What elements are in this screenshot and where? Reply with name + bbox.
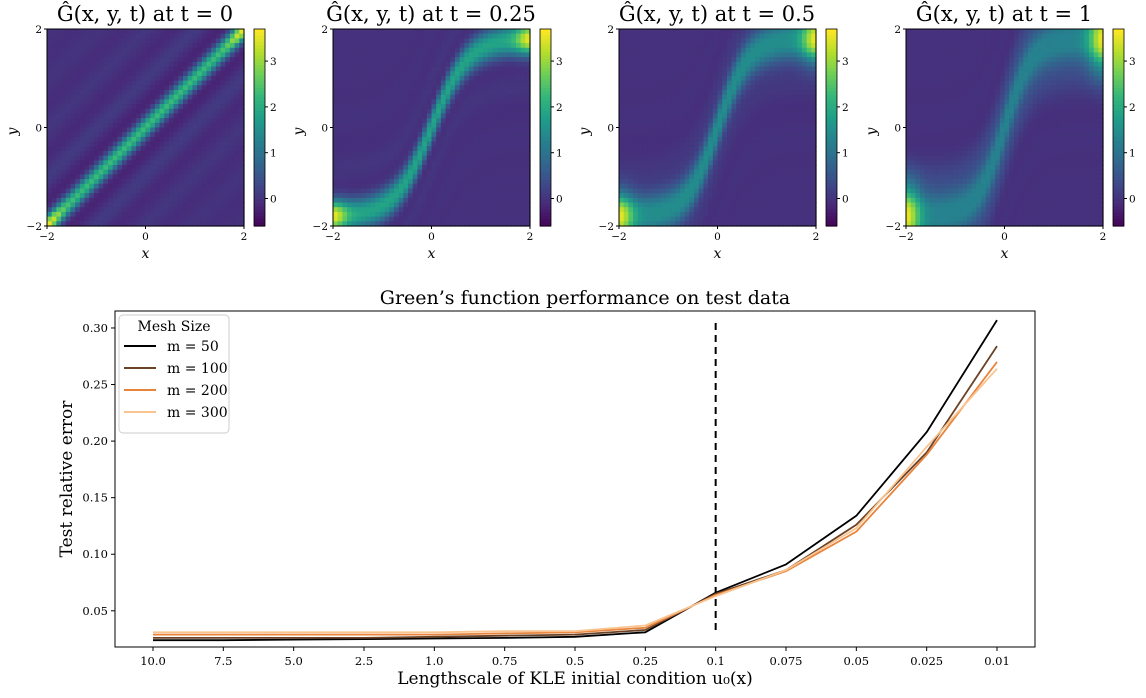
colorbar: 0 1 2 3 [254, 29, 277, 227]
series-line [153, 320, 997, 640]
heatmap-row: Ĝ(x, y, t) at t = 0 −2 0 2 −2 0 2 x y 0 1 2 3 Ĝ(x, y,… [5, 1, 1136, 262]
colorbar-tick-label: 1 [270, 148, 277, 160]
x-axis-ticks: 10.0 7.5 5.0 2.5 1.0 0.75 0.5 0.25 0.1 0.075 0.05 0… [140, 647, 1010, 668]
x-tick-label: 2 [527, 231, 534, 243]
x-axis-label: x [428, 246, 436, 262]
panel-title: Ĝ(x, y, t) at t = 1 [916, 1, 1092, 26]
colorbar-tick-label: 0 [842, 194, 849, 206]
colorbar-tick-label: 2 [1129, 102, 1136, 114]
colorbar-tick-label: 2 [270, 102, 277, 114]
x-tick-label: 2 [1100, 231, 1107, 243]
y-tick-label: 2 [894, 24, 901, 36]
x-tick-label: 0 [428, 231, 435, 243]
y-tick-label: 0 [35, 123, 42, 135]
colorbar: 0 1 2 3 [540, 29, 563, 227]
legend-label: m = 300 [167, 405, 228, 421]
y-axis-label: y [291, 126, 307, 136]
y-axis-label: Test relative error [57, 400, 77, 558]
x-tick-label: 1.0 [425, 654, 443, 668]
y-tick-label: −2 [886, 221, 901, 233]
x-tick-label: 0.5 [566, 654, 584, 668]
heatmap-cells [333, 29, 531, 227]
x-tick-label: 0.05 [844, 654, 870, 668]
panel-title: Ĝ(x, y, t) at t = 0 [57, 1, 233, 26]
y-tick-label: 0.20 [82, 434, 108, 448]
y-axis-label: y [864, 126, 880, 136]
series-lines [153, 320, 997, 640]
colorbar-tick-label: 3 [270, 56, 277, 68]
y-tick-label: 0.15 [82, 491, 108, 505]
heatmap-cells [906, 29, 1104, 227]
x-tick-label: 0 [142, 231, 149, 243]
y-tick-label: 0 [321, 123, 328, 135]
x-tick-label: 10.0 [140, 654, 166, 668]
x-axis-label: x [142, 246, 150, 262]
y-tick-label: 0.30 [82, 321, 108, 335]
x-tick-label: 2 [813, 231, 820, 243]
colorbar-tick-label: 0 [1129, 194, 1136, 206]
x-tick-label: 0.25 [633, 654, 659, 668]
colorbar-tick-label: 1 [1129, 148, 1136, 160]
panel-title: Ĝ(x, y, t) at t = 0.25 [326, 1, 536, 26]
y-tick-label: −2 [313, 221, 328, 233]
x-tick-label: 7.5 [214, 654, 232, 668]
legend-label: m = 200 [167, 383, 228, 399]
x-axis-label: Lengthscale of KLE initial condition u₀(… [397, 669, 753, 689]
legend-title: Mesh Size [137, 319, 210, 335]
x-tick-label: 0.025 [910, 654, 943, 668]
colorbar-tick-label: 3 [842, 56, 849, 68]
y-tick-label: −2 [27, 221, 42, 233]
colorbar-tick-label: 3 [556, 56, 563, 68]
y-axis-label: y [577, 126, 593, 136]
x-tick-label: 0.01 [984, 654, 1010, 668]
heatmap-cells [619, 29, 817, 227]
x-tick-label: 0.1 [707, 654, 725, 668]
legend-label: m = 50 [167, 339, 219, 355]
colorbar-tick-label: 1 [556, 148, 563, 160]
panel-title: Ĝ(x, y, t) at t = 0.5 [619, 1, 815, 26]
y-tick-label: 2 [35, 24, 42, 36]
chart-title: Green’s function performance on test dat… [380, 287, 790, 309]
colorbar-tick-label: 2 [842, 102, 849, 114]
legend: Mesh Size m = 50 m = 100 m = 200 m = 300 [119, 315, 229, 433]
colorbar-tick-label: 0 [556, 194, 563, 206]
heatmap-cells [47, 29, 245, 227]
colorbar: 0 1 2 3 [826, 29, 849, 227]
x-tick-label: 0.075 [770, 654, 803, 668]
y-tick-label: −2 [599, 221, 614, 233]
x-tick-label: 0 [714, 231, 721, 243]
line-chart: Green’s function performance on test dat… [57, 287, 1035, 689]
colorbar: 0 1 2 3 [1113, 29, 1136, 227]
y-tick-label: 0 [607, 123, 614, 135]
y-tick-label: 0.25 [82, 378, 108, 392]
x-axis-label: x [714, 246, 722, 262]
x-axis-label: x [1001, 246, 1009, 262]
series-line [153, 346, 997, 638]
y-tick-label: 0.10 [82, 547, 108, 561]
x-tick-label: 2.5 [355, 654, 373, 668]
x-tick-label: 0 [1001, 231, 1008, 243]
legend-label: m = 100 [167, 361, 228, 377]
y-tick-label: 0.05 [82, 604, 108, 618]
colorbar-tick-label: 2 [556, 102, 563, 114]
colorbar-tick-label: 3 [1129, 56, 1136, 68]
y-tick-label: 2 [321, 24, 328, 36]
colorbar-tick-label: 0 [270, 194, 277, 206]
x-tick-label: 5.0 [285, 654, 303, 668]
y-tick-label: 2 [607, 24, 614, 36]
x-tick-label: 0.75 [492, 654, 518, 668]
y-tick-label: 0 [894, 123, 901, 135]
plot-area [115, 311, 1035, 647]
y-axis-label: y [5, 126, 21, 136]
x-tick-label: 2 [241, 231, 248, 243]
y-axis-ticks: 0.05 0.10 0.15 0.20 0.25 0.30 [82, 321, 115, 618]
colorbar-tick-label: 1 [842, 148, 849, 160]
series-line [153, 369, 997, 633]
